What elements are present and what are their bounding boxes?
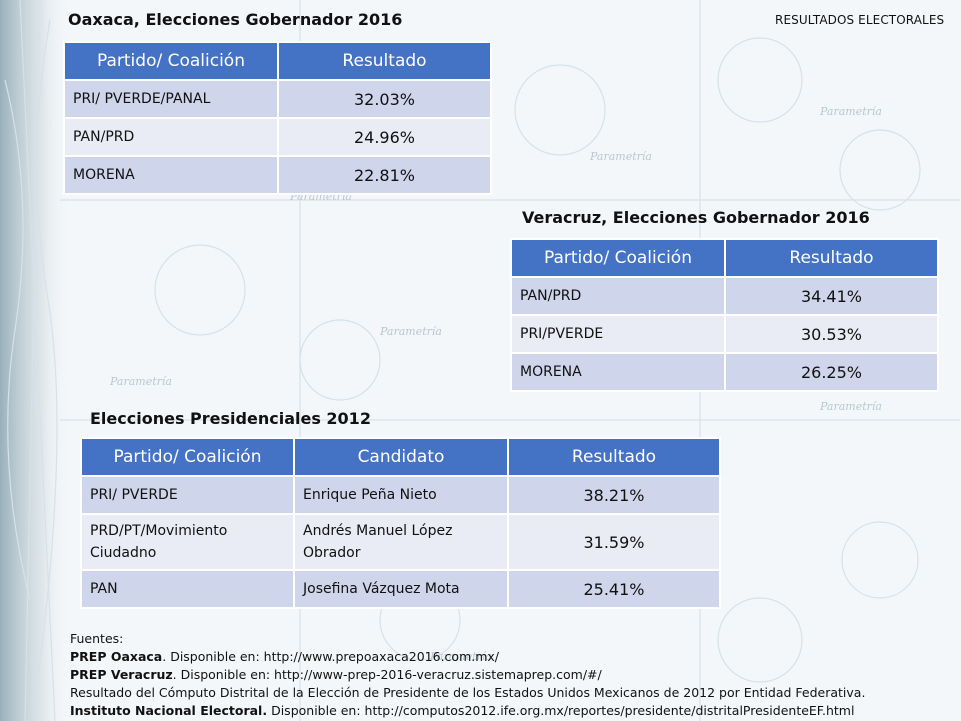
presidential-col-result: Resultado xyxy=(507,437,721,477)
source-oaxaca-name: PREP Oaxaca xyxy=(70,649,163,664)
result-cell: 30.53% xyxy=(724,314,939,354)
source-ine-description: Resultado del Cómputo Distrital de la El… xyxy=(70,685,866,700)
result-cell: 22.81% xyxy=(277,155,492,195)
presidential-col-party: Partido/ Coalición xyxy=(80,437,295,477)
oaxaca-col-result: Resultado xyxy=(277,41,492,81)
table-row: PAN Josefina Vázquez Mota 25.41% xyxy=(80,569,721,609)
candidate-cell: Josefina Vázquez Mota xyxy=(293,569,509,609)
source-veracruz: PREP Veracruz. Disponible en: http://www… xyxy=(70,666,865,684)
presidential-table: Partido/ Coalición Candidato Resultado P… xyxy=(80,437,721,609)
source-oaxaca-link[interactable]: . Disponible en: http://www.prepoaxaca20… xyxy=(162,649,500,664)
result-cell: 31.59% xyxy=(507,513,721,571)
sources-heading: Fuentes: xyxy=(70,631,124,646)
svg-text:Parametría: Parametría xyxy=(429,650,492,663)
veracruz-col-result: Resultado xyxy=(724,238,939,278)
party-cell: PAN/PRD xyxy=(510,276,726,316)
party-cell: MORENA xyxy=(510,352,726,392)
svg-text:Parametría: Parametría xyxy=(819,400,882,413)
result-cell: 26.25% xyxy=(724,352,939,392)
svg-text:Parametría: Parametría xyxy=(109,375,172,388)
veracruz-col-party: Partido/ Coalición xyxy=(510,238,726,278)
party-cell: PRD/PT/Movimiento Ciudadno xyxy=(80,513,295,571)
party-cell: PRI/PVERDE xyxy=(510,314,726,354)
candidate-cell: Andrés Manuel López Obrador xyxy=(293,513,509,571)
result-cell: 32.03% xyxy=(277,79,492,119)
table-row: MORENA 22.81% xyxy=(63,155,492,195)
source-ine-link[interactable]: Disponible en: http://computos2012.ife.o… xyxy=(267,703,855,718)
svg-text:Parametría: Parametría xyxy=(379,325,442,338)
source-veracruz-name: PREP Veracruz xyxy=(70,667,173,682)
table-row: PRI/ PVERDE Enrique Peña Nieto 38.21% xyxy=(80,475,721,515)
party-cell: PRI/ PVERDE/PANAL xyxy=(63,79,279,119)
svg-text:Parametría: Parametría xyxy=(819,105,882,118)
sources-block: Fuentes: PREP Oaxaca. Disponible en: htt… xyxy=(70,630,865,720)
svg-text:Parametría: Parametría xyxy=(589,150,652,163)
table-row: PAN/PRD 34.41% xyxy=(510,276,939,316)
section-label: RESULTADOS ELECTORALES xyxy=(775,13,945,27)
result-cell: 24.96% xyxy=(277,117,492,157)
veracruz-table: Partido/ Coalición Resultado PAN/PRD 34.… xyxy=(510,238,939,392)
table-row: PAN/PRD 24.96% xyxy=(63,117,492,157)
candidate-cell: Enrique Peña Nieto xyxy=(293,475,509,515)
result-cell: 38.21% xyxy=(507,475,721,515)
party-cell: PRI/ PVERDE xyxy=(80,475,295,515)
table-row: PRI/PVERDE 30.53% xyxy=(510,314,939,354)
result-cell: 25.41% xyxy=(507,569,721,609)
source-ine-name: Instituto Nacional Electoral. xyxy=(70,703,268,718)
party-cell: PAN/PRD xyxy=(63,117,279,157)
result-cell: 34.41% xyxy=(724,276,939,316)
party-cell: PAN xyxy=(80,569,295,609)
oaxaca-table: Partido/ Coalición Resultado PRI/ PVERDE… xyxy=(63,41,492,195)
source-ine: Instituto Nacional Electoral. Disponible… xyxy=(70,702,865,720)
presidential-title: Elecciones Presidenciales 2012 xyxy=(90,409,371,428)
table-row: PRD/PT/Movimiento Ciudadno Andrés Manuel… xyxy=(80,513,721,571)
table-row: PRI/ PVERDE/PANAL 32.03% xyxy=(63,79,492,119)
presidential-col-candidate: Candidato xyxy=(293,437,509,477)
source-veracruz-link[interactable]: . Disponible en: http://www-prep-2016-ve… xyxy=(172,667,602,682)
party-cell: MORENA xyxy=(63,155,279,195)
veracruz-title: Veracruz, Elecciones Gobernador 2016 xyxy=(522,208,870,227)
source-oaxaca: PREP Oaxaca. Disponible en: http://www.p… xyxy=(70,648,865,666)
oaxaca-title: Oaxaca, Elecciones Gobernador 2016 xyxy=(68,10,403,29)
oaxaca-col-party: Partido/ Coalición xyxy=(63,41,279,81)
table-row: MORENA 26.25% xyxy=(510,352,939,392)
